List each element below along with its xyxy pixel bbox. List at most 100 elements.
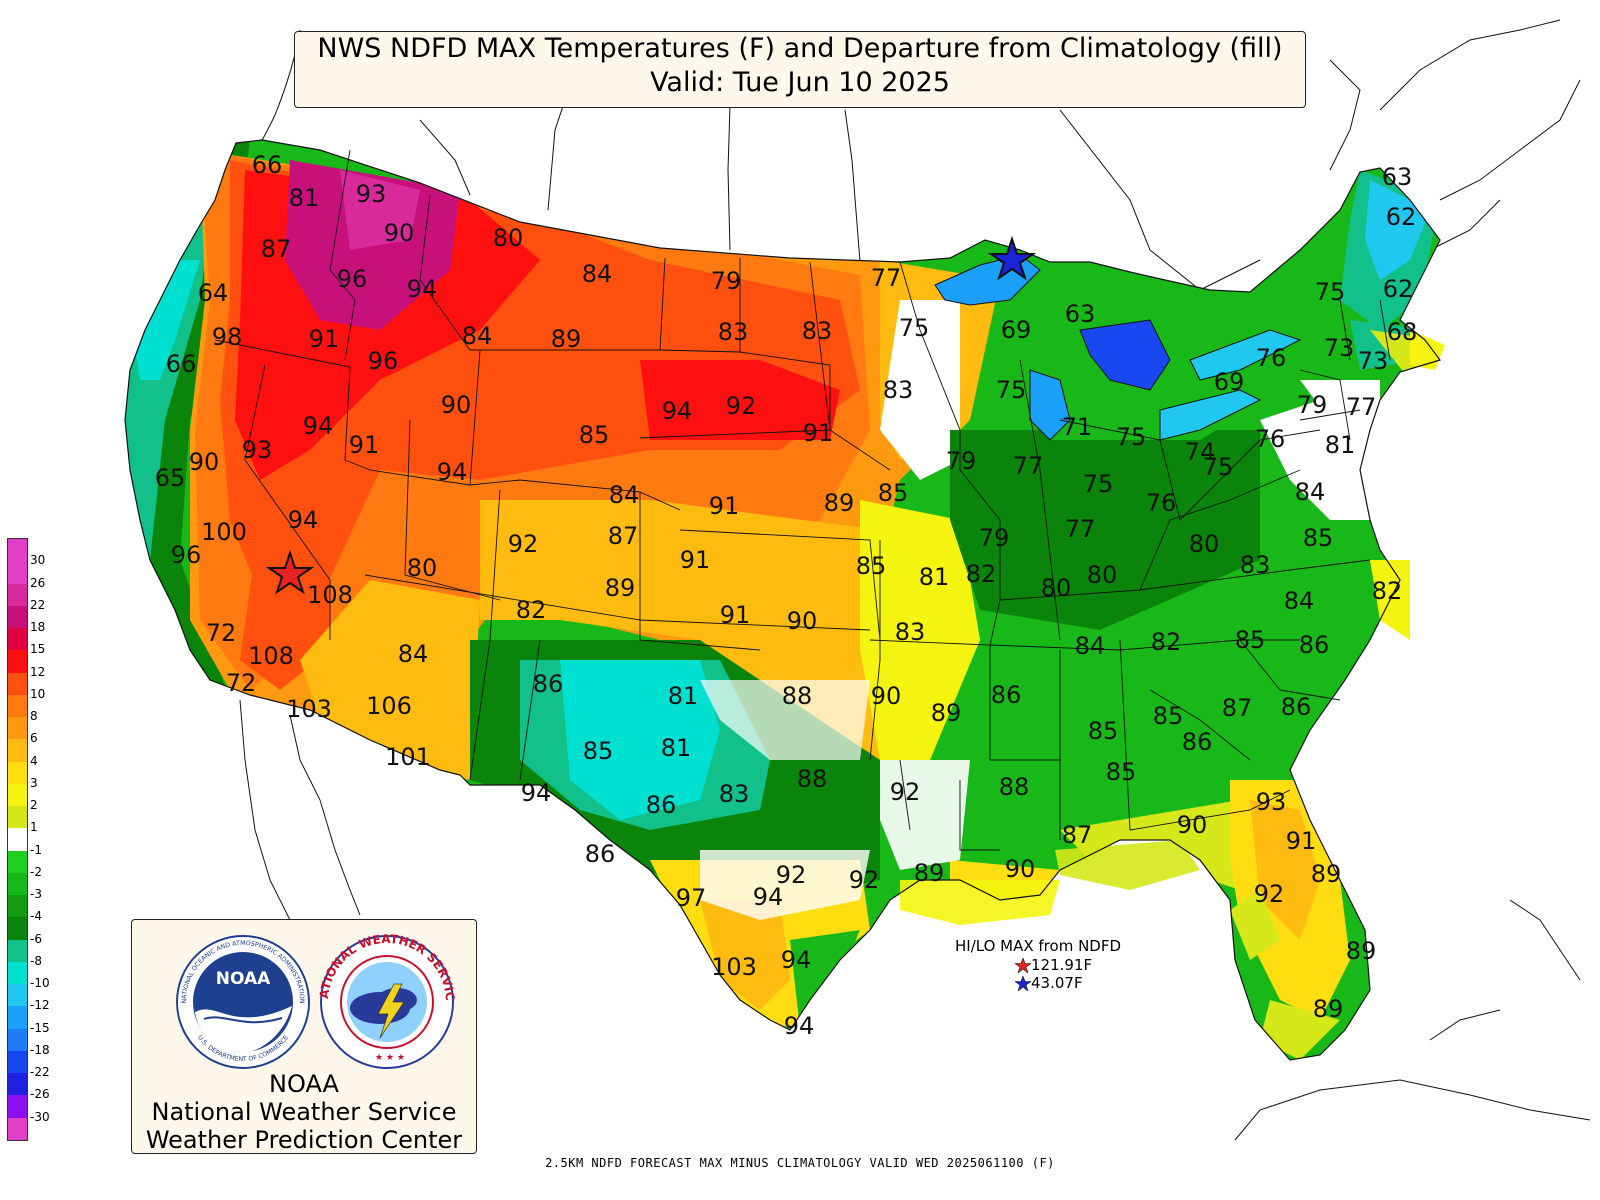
colorbar-swatch	[8, 806, 27, 829]
temperature-label: 73	[1324, 334, 1355, 362]
map-title: NWS NDFD MAX Temperatures (F) and Depart…	[294, 31, 1306, 108]
temperature-label: 91	[709, 492, 740, 520]
colorbar-label: 10	[30, 686, 46, 701]
title-line2: Valid: Tue Jun 10 2025	[650, 67, 950, 98]
logo-wpc-text: Weather Prediction Center	[145, 1126, 463, 1154]
colorbar-swatch	[8, 783, 27, 807]
colorbar-swatch	[8, 739, 27, 763]
colorbar-label: -10	[30, 976, 50, 991]
high-max-star	[265, 549, 315, 595]
temperature-label: 81	[289, 184, 320, 212]
temperature-label: 98	[212, 323, 243, 351]
temperature-label: 66	[252, 151, 283, 179]
logo-noaa-text: NOAA	[269, 1070, 339, 1098]
temperature-label: 63	[1065, 300, 1096, 328]
colorbar-label: 4	[30, 753, 38, 768]
temperature-label: 69	[1214, 368, 1245, 396]
colorbar-swatch	[8, 583, 27, 607]
temperature-label: 85	[1088, 717, 1119, 745]
colorbar-label: -15	[30, 1020, 50, 1035]
temperature-label: 93	[356, 180, 387, 208]
temperature-label: 94	[303, 412, 334, 440]
temperature-label: 96	[337, 265, 368, 293]
temperature-label: 79	[711, 267, 742, 295]
temperature-label: 94	[437, 458, 468, 486]
temperature-label: 89	[824, 489, 855, 517]
colorbar-swatch	[8, 628, 27, 651]
temperature-label: 86	[646, 791, 677, 819]
temperature-label: 79	[946, 447, 977, 475]
colorbar-swatch	[8, 1095, 27, 1119]
temperature-label: 80	[1041, 574, 1072, 602]
temperature-label: 92	[849, 866, 880, 894]
colorbar-label: -6	[30, 931, 42, 946]
noaa-seal-icon: NOAA NATIONAL OCEANIC AND ATMOSPHERIC AD…	[176, 935, 310, 1069]
temperature-label: 84	[462, 322, 493, 350]
temperature-label: 82	[1151, 628, 1182, 656]
temperature-label: 101	[385, 743, 431, 771]
temperature-label: 84	[398, 640, 429, 668]
colorbar-label: 8	[30, 709, 38, 724]
temperature-label: 75	[1203, 453, 1234, 481]
temperature-label: 88	[782, 682, 813, 710]
colorbar-label: -2	[30, 864, 42, 879]
temperature-label: 75	[996, 376, 1027, 404]
temperature-label: 106	[366, 692, 412, 720]
temperature-label: 91	[720, 601, 751, 629]
temperature-label: 91	[1286, 827, 1317, 855]
footer-caption: 2.5KM NDFD FORECAST MAX MINUS CLIMATOLOG…	[545, 1156, 1055, 1170]
temperature-label: 77	[1065, 515, 1096, 543]
temperature-label: 93	[242, 436, 273, 464]
temperature-label: 62	[1386, 203, 1417, 231]
temperature-label: 76	[1146, 489, 1177, 517]
temperature-label: 75	[899, 314, 930, 342]
blue-star-icon	[1015, 975, 1031, 991]
temperature-label: 86	[1299, 631, 1330, 659]
colorbar-swatch	[8, 939, 27, 963]
hilo-hi-row: 121.91F	[955, 956, 1121, 974]
temperature-label: 97	[676, 884, 707, 912]
temperature-label: 76	[1255, 425, 1286, 453]
colorbar-label: -30	[30, 1109, 50, 1124]
svg-text:★ ★ ★: ★ ★ ★	[375, 1053, 405, 1063]
temperature-label: 77	[1013, 452, 1044, 480]
temperature-label: 81	[668, 682, 699, 710]
temperature-label: 92	[508, 530, 539, 558]
colorbar-swatch	[8, 561, 27, 584]
temperature-label: 83	[719, 780, 750, 808]
temperature-label: 71	[1062, 413, 1093, 441]
temperature-label: 87	[1222, 694, 1253, 722]
temperature-label: 89	[551, 325, 582, 353]
temperature-label: 81	[1325, 431, 1356, 459]
temperature-label: 100	[201, 518, 247, 546]
temperature-label: 108	[307, 581, 353, 609]
colorbar	[7, 538, 28, 1141]
colorbar-label: 1	[30, 820, 38, 835]
svg-text:NOAA: NOAA	[216, 969, 271, 989]
temperature-label: 83	[883, 376, 914, 404]
colorbar-label: -8	[30, 953, 42, 968]
colorbar-swatch	[8, 850, 27, 874]
temperature-label: 94	[521, 779, 552, 807]
temperature-label: 80	[1189, 530, 1220, 558]
colorbar-swatch	[8, 917, 27, 941]
colorbar-swatch	[8, 1006, 27, 1030]
colorbar-swatch	[8, 539, 27, 562]
colorbar-swatch	[8, 961, 27, 985]
colorbar-label: 6	[30, 731, 38, 746]
temperature-label: 69	[1001, 316, 1032, 344]
temperature-label: 84	[1284, 587, 1315, 615]
red-star-icon	[1015, 957, 1031, 973]
temperature-label: 96	[368, 347, 399, 375]
temperature-label: 86	[991, 681, 1022, 709]
temperature-label: 86	[1182, 728, 1213, 756]
temperature-label: 89	[605, 574, 636, 602]
colorbar-label: 26	[30, 575, 46, 590]
temperature-label: 108	[248, 642, 294, 670]
temperature-label: 94	[753, 883, 784, 911]
colorbar-label: -26	[30, 1087, 50, 1102]
temperature-label: 90	[441, 391, 472, 419]
temperature-label: 94	[781, 946, 812, 974]
colorbar-swatch	[8, 717, 27, 740]
